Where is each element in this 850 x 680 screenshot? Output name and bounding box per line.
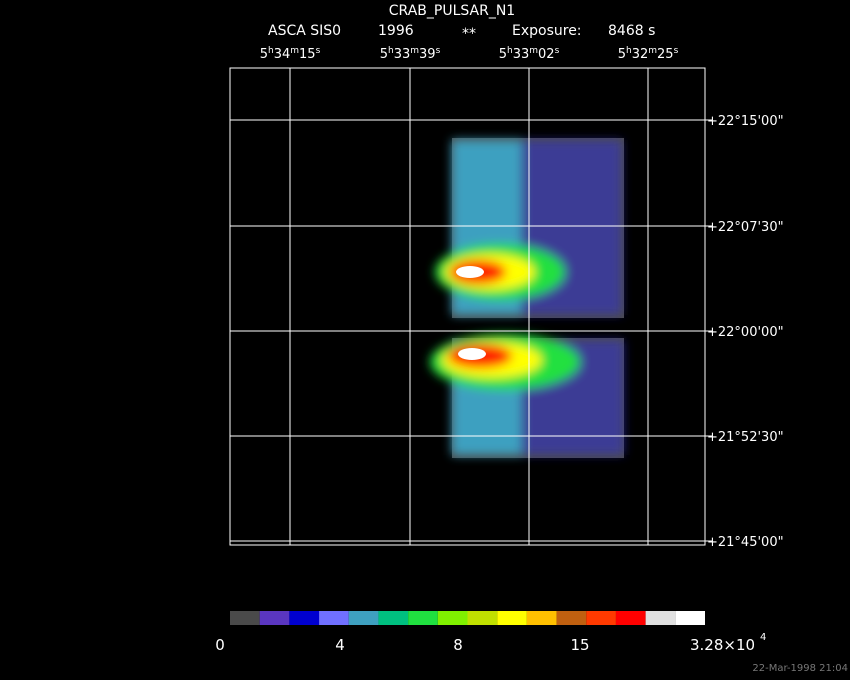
ra-part: 39 (419, 47, 436, 62)
title: CRAB_PULSAR_N1 (389, 3, 515, 19)
ra-part: s (555, 46, 560, 56)
dec-label: +21°45'00" (707, 535, 784, 550)
dec-labels: +22°15'00" +22°07'30" +22°00'00" +21°52'30"… (707, 114, 784, 550)
ra-part: h (626, 46, 632, 56)
colorbar-cell (408, 611, 438, 625)
colorbar-cell (230, 611, 260, 625)
colorbar-cell (348, 611, 379, 625)
colorbar-cell (556, 611, 587, 625)
dec-label: +21°52'30" (707, 430, 784, 445)
ra-part: h (268, 46, 274, 56)
ra-part: 02 (538, 47, 555, 62)
ra-label: 5h33m02s (499, 46, 560, 62)
exposure-label: Exposure: (512, 23, 582, 39)
colorbar-cell (526, 611, 557, 625)
colorbar-max: 3.28×10 (690, 636, 755, 654)
ra-part: s (674, 46, 679, 56)
ra-part: 5 (618, 47, 626, 62)
ra-label: 5h34m15s (260, 46, 321, 62)
timestamp: 22-Mar-1998 21:04 (752, 663, 848, 674)
colorbar-cell (437, 611, 468, 625)
ra-part: m (648, 46, 657, 56)
colorbar-cell (467, 611, 498, 625)
ra-part: 5 (260, 47, 268, 62)
ra-part: 33 (513, 47, 530, 62)
flag: ** (462, 26, 476, 42)
ra-part: m (290, 46, 299, 56)
ra-label: 5h32m25s (618, 46, 679, 62)
dec-label: +22°00'00" (707, 325, 784, 340)
exposure: 8468 s (608, 23, 655, 39)
year: 1996 (378, 23, 414, 39)
colorbar-label: 0 (215, 636, 225, 654)
colorbar-max-exp: 4 (760, 632, 766, 643)
xray-image (430, 138, 624, 458)
colorbar-cell (586, 611, 616, 625)
colorbar-cell (675, 611, 705, 625)
ra-part: 15 (299, 47, 316, 62)
dec-label: +22°15'00" (707, 114, 784, 129)
ra-part: m (410, 46, 419, 56)
ra-part: s (316, 46, 321, 56)
ra-part: h (388, 46, 394, 56)
colorbar-label: 8 (453, 636, 463, 654)
colorbar: 0 4 8 15 3.28×10 4 (215, 611, 766, 654)
colorbar-cell (645, 611, 676, 625)
coordinate-grid (229, 67, 712, 546)
colorbar-label: 4 (335, 636, 345, 654)
colorbar-cell (615, 611, 646, 625)
colorbar-label: 15 (570, 636, 589, 654)
ra-part: 34 (274, 47, 291, 62)
colorbar-cell (259, 611, 290, 625)
ra-part: h (507, 46, 513, 56)
colorbar-cell (289, 611, 320, 625)
ra-part: s (436, 46, 441, 56)
ra-part: m (529, 46, 538, 56)
colorbar-cell (378, 611, 409, 625)
ra-part: 32 (632, 47, 649, 62)
ra-part: 33 (394, 47, 411, 62)
ra-part: 5 (380, 47, 388, 62)
instrument: ASCA SIS0 (268, 23, 341, 39)
ra-labels: 5h34m15s 5h33m39s 5h33m02s 5h32m25s (260, 46, 679, 62)
ra-part: 5 (499, 47, 507, 62)
ra-part: 25 (657, 47, 674, 62)
colorbar-cell (319, 611, 349, 625)
ra-label: 5h33m39s (380, 46, 441, 62)
colorbar-cell (497, 611, 527, 625)
dec-label: +22°07'30" (707, 220, 784, 235)
